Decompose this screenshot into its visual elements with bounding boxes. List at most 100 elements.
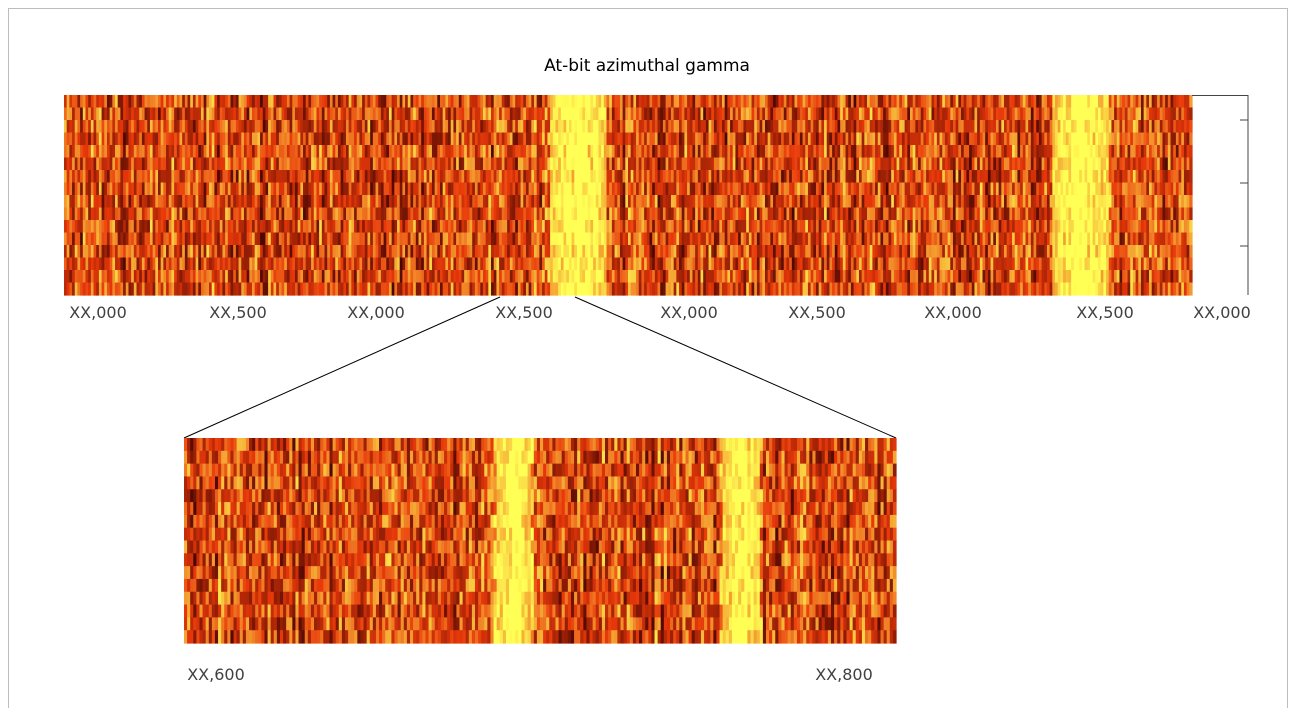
heatmap-cell: [652, 270, 656, 284]
heatmap-cell: [456, 120, 460, 134]
heatmap-cell: [547, 282, 551, 296]
heatmap-cell: [735, 220, 739, 234]
heatmap-cell: [354, 120, 358, 134]
heatmap-cell: [601, 245, 605, 259]
heatmap-cell: [359, 107, 363, 121]
heatmap-cell: [367, 132, 371, 146]
heatmap-cell: [209, 157, 213, 171]
heatmap-cell: [517, 120, 522, 134]
heatmap-cell: [770, 232, 774, 246]
heatmap-cell: [853, 195, 857, 209]
heatmap-cell: [646, 245, 651, 259]
heatmap-cell: [756, 145, 761, 159]
heatmap-cell: [388, 195, 393, 209]
heatmap-cell: [115, 120, 119, 134]
heatmap-cell: [112, 207, 116, 221]
heatmap-cell: [190, 220, 194, 234]
heatmap-cell: [542, 95, 546, 109]
heatmap-cell: [346, 207, 350, 221]
heatmap-cell: [74, 220, 79, 234]
heatmap-cell: [488, 207, 492, 221]
heatmap-cell: [413, 257, 417, 271]
heatmap-cell: [335, 107, 339, 121]
heatmap-cell: [609, 120, 613, 134]
heatmap-cell: [786, 257, 790, 271]
heatmap-cell: [348, 257, 352, 271]
heatmap-cell: [209, 145, 213, 159]
heatmap-cell: [625, 95, 629, 109]
heatmap-cell: [738, 107, 742, 121]
heatmap-cell: [738, 95, 742, 109]
heatmap-cell: [802, 270, 806, 284]
heatmap-cell: [722, 270, 726, 284]
heatmap-cell: [754, 207, 758, 221]
heatmap-cell: [206, 157, 210, 171]
heatmap-cell: [198, 282, 202, 296]
heatmap-cell: [74, 170, 79, 184]
heatmap-cell: [614, 195, 618, 209]
heatmap-cell: [74, 182, 79, 196]
heatmap-cell: [399, 95, 403, 109]
heatmap-cell: [421, 132, 425, 146]
heatmap-cell: [872, 245, 876, 259]
heatmap-cell: [450, 182, 455, 196]
heatmap-cell: [292, 132, 296, 146]
heatmap-cell: [321, 95, 326, 109]
heatmap-cell: [617, 107, 621, 121]
heatmap-cell: [550, 182, 554, 196]
heatmap-cell: [668, 270, 672, 284]
heatmap-cell: [877, 270, 882, 284]
heatmap-cell: [380, 207, 385, 221]
heatmap-cell: [233, 120, 237, 134]
heatmap-cell: [246, 107, 250, 121]
heatmap-cell: [273, 220, 277, 234]
heatmap-cell: [515, 270, 519, 284]
heatmap-cell: [268, 182, 272, 196]
heatmap-cell: [512, 220, 516, 234]
heatmap-cell: [832, 182, 836, 196]
heatmap-cell: [69, 220, 73, 234]
heatmap-cell: [566, 195, 570, 209]
heatmap-cell: [273, 107, 277, 121]
heatmap-cell: [125, 107, 130, 121]
heatmap-cell: [794, 145, 798, 159]
heatmap-cell: [482, 195, 487, 209]
heatmap-cell: [182, 232, 186, 246]
heatmap-cell: [590, 257, 594, 271]
heatmap-cell: [896, 145, 900, 159]
heatmap-cell: [810, 220, 814, 234]
heatmap-cell: [802, 120, 806, 134]
heatmap-cell: [646, 207, 651, 221]
heatmap-cell: [319, 182, 323, 196]
heatmap-cell: [133, 245, 138, 259]
heatmap-cell: [781, 157, 785, 171]
heatmap-cell: [877, 195, 882, 209]
heatmap-cell: [735, 120, 739, 134]
heatmap-cell: [343, 220, 347, 234]
heatmap-cell: [431, 120, 436, 134]
heatmap-cell: [243, 132, 248, 146]
heatmap-cell: [773, 132, 777, 146]
heatmap-cell: [276, 120, 280, 134]
heatmap-cell: [74, 270, 79, 284]
heatmap-cell: [679, 195, 683, 209]
heatmap-cell: [493, 282, 497, 296]
heatmap-cell: [735, 282, 739, 296]
heatmap-cell: [885, 120, 890, 134]
heatmap-cell: [625, 132, 629, 146]
heatmap-cell: [875, 170, 879, 184]
heatmap-cell: [362, 95, 366, 109]
heatmap-cell: [746, 195, 750, 209]
heatmap-cell: [429, 207, 433, 221]
heatmap-cell: [171, 195, 175, 209]
heatmap-cell: [563, 157, 567, 171]
heatmap-cell: [176, 232, 181, 246]
heatmap-cell: [297, 132, 301, 146]
heatmap-cell: [539, 257, 543, 271]
heatmap-cell: [340, 245, 344, 259]
heatmap-cell: [195, 107, 199, 121]
heatmap-cell: [115, 170, 119, 184]
heatmap-cell: [316, 95, 320, 109]
heatmap-cell: [719, 245, 723, 259]
heatmap-cell: [662, 220, 667, 234]
